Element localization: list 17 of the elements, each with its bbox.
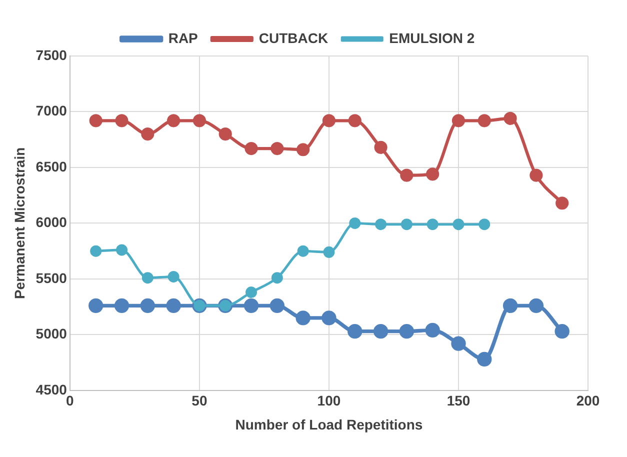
- y-tick-label: 7500: [36, 46, 68, 63]
- y-tick-label: 6500: [36, 158, 68, 174]
- y-tick-label: 5500: [36, 270, 68, 286]
- y-tick-label: 7000: [36, 102, 68, 119]
- legend-label: CUTBACK: [258, 30, 328, 46]
- y-tick-label: 6000: [36, 214, 68, 230]
- x-axis-title: Number of Load Repetitions: [235, 416, 423, 432]
- x-tick-label: 200: [576, 392, 600, 409]
- y-tick-label: 5000: [36, 326, 68, 342]
- x-tick-label: 50: [192, 392, 208, 409]
- y-tick-label: 4500: [36, 381, 68, 398]
- x-tick-label: 0: [66, 392, 74, 409]
- legend-label: EMULSION 2: [389, 30, 475, 46]
- x-tick-label: 150: [446, 392, 470, 409]
- y-axis-title: Permanent Microstrain: [11, 147, 28, 300]
- legend-label: RAP: [168, 30, 198, 46]
- x-tick-label: 100: [317, 392, 341, 409]
